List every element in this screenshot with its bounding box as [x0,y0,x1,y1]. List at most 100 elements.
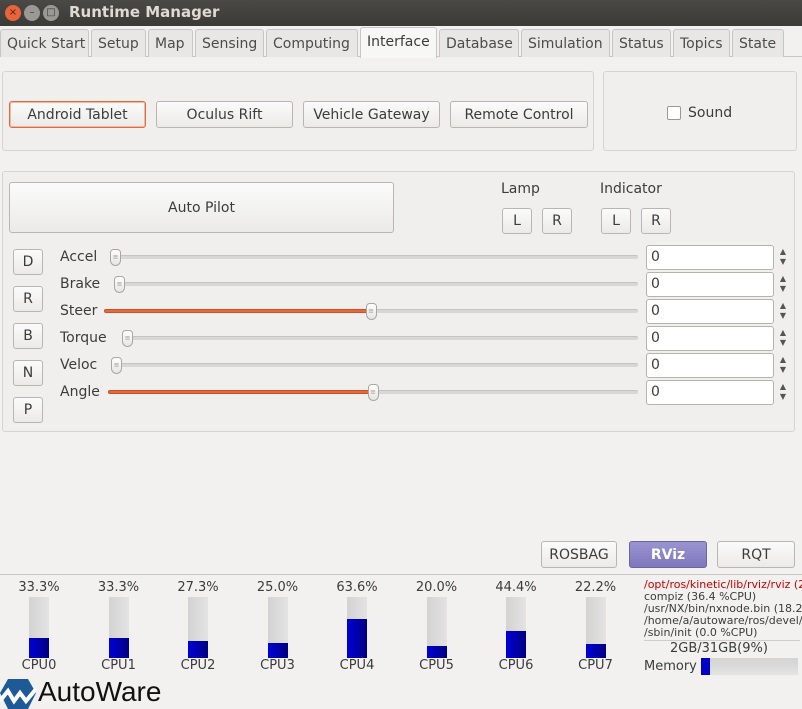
gear-d-button[interactable]: D [13,249,43,275]
spin-down-icon[interactable]: ▼ [779,311,787,320]
spin-up-icon[interactable]: ▲ [779,382,787,391]
steer-spin-arrows[interactable]: ▲ ▼ [777,301,789,321]
minimize-button[interactable]: – [24,5,40,21]
spin-up-icon[interactable]: ▲ [779,301,787,310]
cpu-bar-fill [267,642,288,658]
window-title: Runtime Manager [69,3,220,21]
gear-n-button[interactable]: N [13,360,43,386]
spin-up-icon[interactable]: ▲ [779,328,787,337]
angle-value-input[interactable]: 0 [646,380,774,405]
logo-text: AutoWare [38,676,162,707]
accel-value-input[interactable]: 0 [646,245,774,270]
auto-pilot-button[interactable]: Auto Pilot [9,182,394,233]
process-item: compiz (36.4 %CPU) [644,591,757,603]
oculus-rift-button[interactable]: Oculus Rift [156,101,293,128]
gear-p-button[interactable]: P [13,397,43,423]
lamp-left-button[interactable]: L [502,208,532,234]
cpu-bar-fill [506,630,526,658]
tab-state[interactable]: State [732,29,784,57]
brake-spin-arrows[interactable]: ▲ ▼ [777,274,789,294]
tab-database[interactable]: Database [439,29,519,57]
close-button[interactable]: × [5,5,21,21]
sound-checkbox[interactable] [667,106,681,120]
steer-slider-thumb[interactable]: ≡ [365,303,377,320]
accel-slider-thumb[interactable]: ≡ [110,249,121,266]
accel-spin-arrows[interactable]: ▲ ▼ [777,247,789,267]
sound-label: Sound [688,105,733,121]
android-tablet-button[interactable]: Android Tablet [9,101,146,128]
steer-label: Steer [60,303,98,319]
spin-down-icon[interactable]: ▼ [779,284,787,293]
torque-slider-thumb[interactable]: ≡ [122,330,133,347]
memory-bar [701,658,798,675]
divider [0,574,802,575]
cpu-bar-fill [108,637,129,658]
veloc-slider-thumb[interactable]: ≡ [111,357,122,374]
sound-group [603,71,797,151]
remote-control-button[interactable]: Remote Control [450,101,588,128]
tab-interface[interactable]: Interface [360,27,437,58]
tab-setup[interactable]: Setup [91,29,146,57]
maximize-button[interactable]: □ [43,5,59,21]
indicator-left-button[interactable]: L [601,208,631,234]
veloc-value-input[interactable]: 0 [646,353,774,378]
process-item: /usr/NX/bin/nxnode.bin (18.2 %C [644,603,802,615]
cpu-percent: 20.0% [415,580,458,595]
veloc-slider-track[interactable] [111,363,638,367]
tab-map[interactable]: Map [148,29,193,57]
rqt-button[interactable]: RQT [717,541,795,568]
spin-up-icon[interactable]: ▲ [779,274,787,283]
cpu-label: CPU5 [419,658,454,673]
spin-down-icon[interactable]: ▼ [779,365,787,374]
brake-slider-track[interactable] [114,282,638,286]
torque-value-input[interactable]: 0 [646,326,774,351]
process-item: /home/a/autoware/ros/devel/lib [644,615,802,627]
vehicle-gateway-button[interactable]: Vehicle Gateway [303,101,440,128]
cpu-bar-fill [347,619,367,658]
tab-computing[interactable]: Computing [266,29,358,57]
tab-status[interactable]: Status [612,29,671,57]
brake-value-input[interactable]: 0 [646,272,774,297]
cpu-bar-fill [585,644,606,658]
cpu-bar-fill [29,637,49,658]
steer-value-input[interactable]: 0 [646,299,774,324]
autoware-logo-icon [0,679,36,709]
cpu-label: CPU1 [101,658,136,673]
cpu-percent: 25.0% [256,580,299,595]
memory-bar-fill [701,658,710,675]
spin-down-icon[interactable]: ▼ [779,392,787,401]
tab-bar: Quick Start Setup Map Sensing Computing Inter… [0,27,802,58]
spin-up-icon[interactable]: ▲ [779,355,787,364]
cpu-percent: 33.3% [97,580,140,595]
spin-down-icon[interactable]: ▼ [779,338,787,347]
cpu-bar [585,597,606,658]
veloc-spin-arrows[interactable]: ▲ ▼ [777,355,789,375]
spin-up-icon[interactable]: ▲ [779,247,787,256]
veloc-label: Veloc [60,357,98,373]
tab-quick-start[interactable]: Quick Start [0,29,89,57]
accel-slider-track[interactable] [110,255,638,259]
cpu-bar [426,597,447,658]
tab-topics[interactable]: Topics [673,29,730,57]
angle-spin-arrows[interactable]: ▲ ▼ [777,382,789,402]
tab-sensing[interactable]: Sensing [195,29,264,57]
rviz-button[interactable]: RViz [629,541,707,568]
tab-simulation[interactable]: Simulation [521,29,610,57]
brake-slider-thumb[interactable]: ≡ [114,276,125,293]
lamp-right-button[interactable]: R [542,208,572,234]
cpu-label: CPU7 [578,658,613,673]
angle-slider-thumb[interactable]: ≡ [367,384,379,401]
angle-label: Angle [60,384,100,400]
gear-b-button[interactable]: B [13,323,43,349]
lamp-label: Lamp [501,181,540,197]
gear-r-button[interactable]: R [13,286,43,312]
cpu-label: CPU6 [498,658,534,673]
torque-slider-track[interactable] [122,336,638,340]
cpu-percent: 63.6% [336,580,378,595]
indicator-right-button[interactable]: R [641,208,671,234]
torque-spin-arrows[interactable]: ▲ ▼ [777,328,789,348]
spin-down-icon[interactable]: ▼ [779,257,787,266]
cpu-label: CPU2 [180,658,216,673]
memory-usage-text: 2GB/31GB(9%) [670,641,768,656]
rosbag-button[interactable]: ROSBAG [541,541,617,568]
